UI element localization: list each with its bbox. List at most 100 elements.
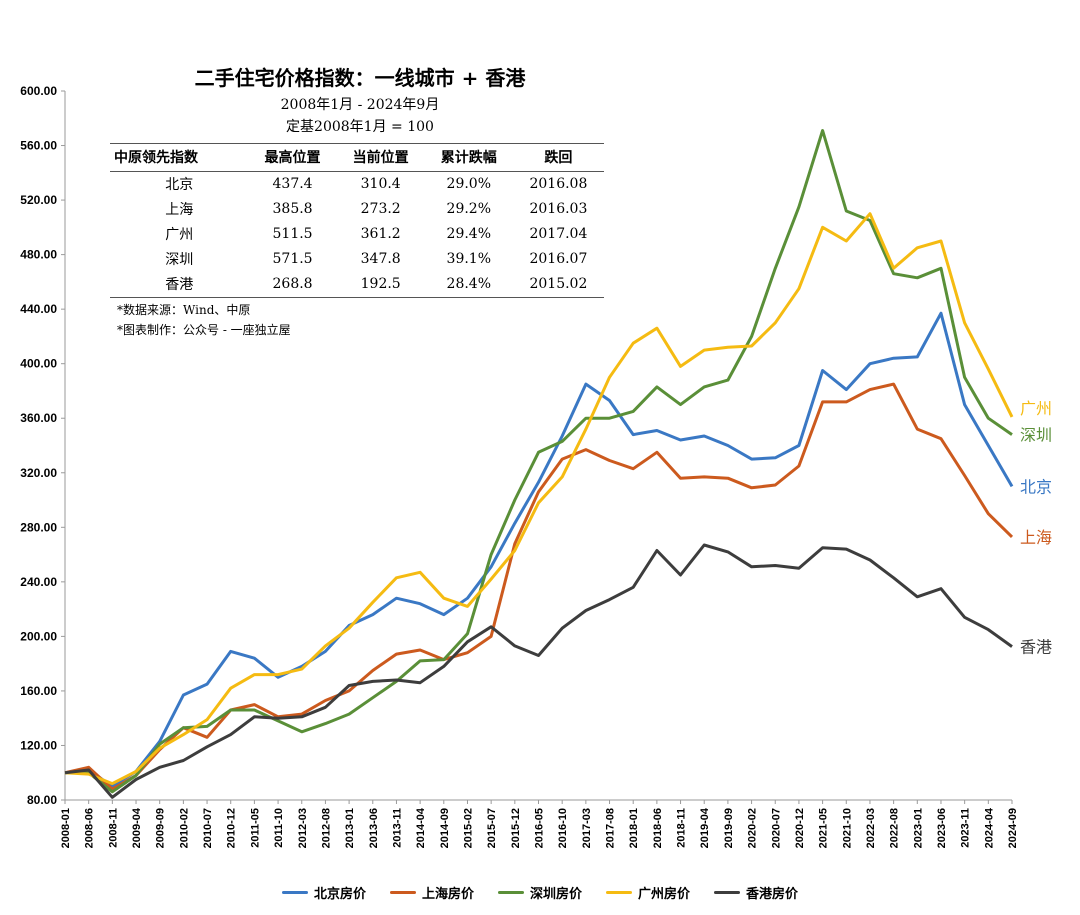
table-cell: 39.1% [446,251,492,267]
x-tick-label: 2019-09 [723,808,735,848]
legend-swatch [606,891,632,894]
x-tick-label: 2016-10 [557,808,569,848]
x-tick-label: 2019-04 [699,807,711,848]
table-cell: 2016.07 [529,251,588,267]
x-tick-label: 2020-02 [747,808,759,848]
author-note: *图表制作：公众号 - 一座独立屋 [117,323,291,337]
x-tick-label: 2010-07 [202,808,214,848]
x-tick-label: 2010-02 [178,808,190,848]
series-end-label: 广州 [1020,399,1052,418]
x-tick-label: 2008-01 [60,808,72,848]
table-cell: 深圳 [165,252,194,268]
legend-item: 广州房价 [606,883,690,902]
table-cell: 2015.02 [512,272,604,298]
legend-label: 深圳房价 [529,886,582,901]
chart-subtitle-base: 定基2008年1月 = 100 [286,119,434,135]
table-row: 深圳 571.5 347.8 39.1% 2016.07 [110,247,604,272]
table-cell: 28.4% [424,272,513,298]
x-tick-label: 2024-09 [1007,808,1019,848]
table-cell: 192.5 [336,272,425,298]
table-cell: 385.8 [272,201,313,217]
x-tick-label: 2024-04 [983,807,995,848]
x-tick-label: 2013-11 [391,808,403,848]
x-tick-label: 2023-06 [936,808,948,848]
table-header: 累计跌幅 [424,143,513,172]
table-cell: 29.2% [446,201,492,217]
y-tick-label: 120.00 [20,738,57,752]
x-tick-label: 2012-08 [320,808,332,848]
table-cell: 2016.08 [529,176,588,192]
stats-table: 中原领先指数 最高位置 当前位置 累计跌幅 跌回 北京 437.4 310.4 … [110,143,604,298]
y-tick-label: 600.00 [20,84,57,98]
y-tick-label: 80.00 [27,793,57,807]
x-tick-label: 2015-02 [462,808,474,848]
x-tick-label: 2023-01 [912,808,924,848]
legend-item: 北京房价 [281,883,366,902]
x-tick-label: 2023-11 [960,808,972,848]
x-tick-label: 2022-03 [865,808,877,848]
x-tick-label: 2008-06 [84,808,96,848]
table-header: 跌回 [512,143,604,172]
table-cell: 437.4 [272,176,313,192]
y-tick-label: 520.00 [20,193,57,207]
x-tick-label: 2011-05 [249,808,261,848]
x-tick-label: 2014-04 [415,807,427,848]
series-line [64,311,1014,788]
x-tick-label: 2013-01 [344,808,356,848]
x-tick-label: 2009-09 [155,808,167,848]
series-end-label: 上海 [1020,528,1052,547]
table-cell: 2017.04 [529,226,588,242]
x-tick-label: 2015-07 [486,808,498,848]
x-tick-label: 2009-04 [131,807,143,848]
x-tick-label: 2017-08 [605,808,617,848]
table-cell: 273.2 [360,201,401,217]
y-tick-label: 480.00 [20,248,57,262]
x-axis-ticks: 2008-01 2008-06 2008-11 2009-04 2009-09 2010-… [60,800,1019,848]
table-cell: 广州 [165,227,194,243]
x-tick-label: 2017-03 [581,808,593,848]
legend-item: 深圳房价 [497,883,582,902]
y-axis-ticks: 80.00 120.00 160.00 200.00 240.00 280.00 320.0… [20,84,65,807]
x-tick-label: 2020-12 [794,808,806,848]
x-tick-label: 2011-10 [273,808,285,848]
table-cell: 上海 [165,202,194,218]
y-tick-label: 200.00 [20,629,57,643]
y-tick-label: 280.00 [20,520,57,534]
legend-swatch [497,891,524,894]
x-tick-label: 2018-06 [652,808,664,848]
y-tick-label: 440.00 [20,302,57,316]
table-cell: 310.4 [360,176,401,192]
table-cell: 29.0% [446,176,492,192]
table-cell: 29.4% [446,226,492,242]
legend-swatch [389,891,416,894]
legend-swatch [714,891,741,894]
series-line [64,543,1013,799]
table-cell: 北京 [165,177,194,193]
series-line [65,129,1013,794]
table-header: 中原领先指数 [110,143,249,172]
chart-title: 二手住宅价格指数：一线城市 + 香港 [194,66,526,90]
x-tick-label: 2016-05 [534,808,546,848]
x-tick-label: 2010-12 [226,808,238,848]
x-tick-label: 2021-10 [841,808,853,848]
y-tick-label: 320.00 [20,466,57,480]
table-cell: 571.5 [272,251,313,267]
table-cell: 347.8 [360,251,401,267]
legend-label: 上海房价 [421,886,474,901]
series-line [64,382,1014,791]
table-cell: 361.2 [360,226,401,242]
y-tick-label: 240.00 [20,575,57,589]
table-row: 北京 437.4 310.4 29.0% 2016.08 [110,172,604,198]
x-tick-label: 2012-03 [297,808,309,848]
table-header-row: 中原领先指数 最高位置 当前位置 累计跌幅 跌回 [110,143,604,172]
table-row: 香港 268.8 192.5 28.4% 2015.02 [110,272,604,298]
legend-label: 香港房价 [746,886,799,901]
legend-item: 上海房价 [389,883,474,902]
x-tick-label: 2022-08 [889,808,901,848]
table-row: 广州 511.5 361.2 29.4% 2017.04 [110,222,604,247]
y-tick-label: 400.00 [20,357,57,371]
series-line [64,212,1014,786]
series-end-label: 深圳 [1020,426,1052,445]
